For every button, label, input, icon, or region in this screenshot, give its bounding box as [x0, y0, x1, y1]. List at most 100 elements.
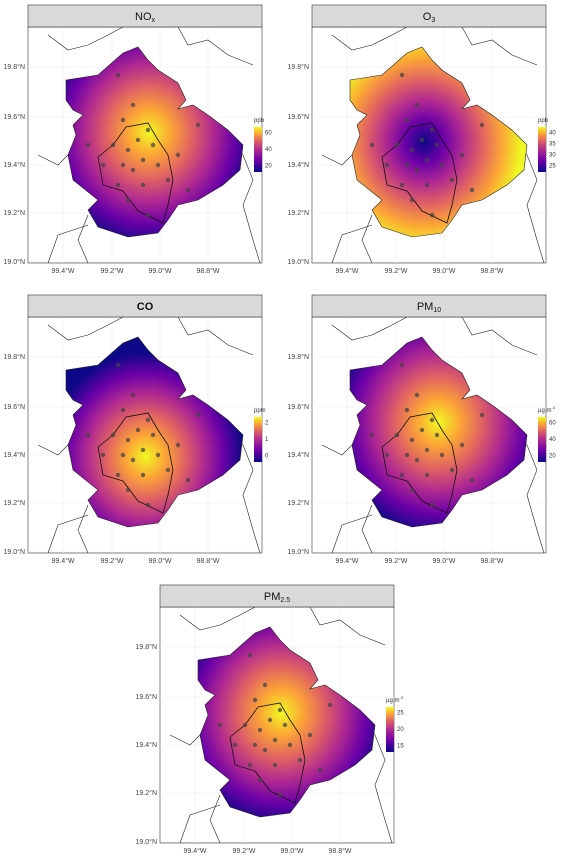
- lon-label: 99.0°W: [432, 557, 455, 565]
- station: [409, 487, 415, 493]
- lat-label: 19.0°N: [288, 258, 309, 266]
- panel-title: NOx: [135, 11, 156, 24]
- station: [317, 767, 323, 773]
- state-boundary: [331, 514, 373, 554]
- legend-tick-label: 2: [265, 421, 269, 427]
- station: [272, 737, 278, 743]
- lon-label: 99.4°W: [183, 847, 206, 855]
- station: [267, 717, 273, 723]
- title-text: NO: [135, 11, 152, 23]
- metro-area: [349, 336, 528, 528]
- station: [145, 127, 151, 133]
- station: [85, 432, 91, 438]
- station: [429, 127, 435, 133]
- legend-title: µg m-3: [538, 405, 556, 414]
- state-boundary: [321, 154, 353, 166]
- state-boundary: [361, 214, 373, 264]
- legend-tick-label: 60: [265, 131, 272, 137]
- legend-title-text: ppb: [254, 118, 265, 124]
- legend-tick-label: 30: [549, 153, 556, 159]
- panel-header: [27, 294, 263, 318]
- lon-label: 98.8°W: [480, 557, 503, 565]
- lat-label: 19.4°N: [288, 161, 309, 169]
- state-boundary: [177, 316, 254, 356]
- station: [449, 467, 455, 473]
- station: [125, 437, 131, 443]
- legend-tick-label: 25: [397, 711, 404, 717]
- lat-label: 19.0°N: [288, 548, 309, 556]
- panel-title: PM2.5: [264, 591, 290, 604]
- station: [140, 157, 146, 163]
- lat-label: 19.2°N: [288, 499, 309, 507]
- station: [469, 187, 475, 193]
- station: [262, 682, 268, 688]
- city-boundary: [97, 122, 174, 224]
- state-boundary: [47, 514, 89, 554]
- lon-label: 98.8°W: [480, 267, 503, 275]
- station: [434, 142, 440, 148]
- lat-label: 19.8°N: [288, 353, 309, 361]
- station: [85, 142, 91, 148]
- legend-title-text: ppb: [538, 118, 549, 124]
- lat-label: 19.4°N: [136, 741, 157, 749]
- station: [100, 452, 106, 458]
- city-boundary: [381, 412, 458, 514]
- lon-label: 99.4°W: [335, 267, 358, 275]
- legend-bar: [538, 417, 546, 462]
- station: [327, 702, 333, 708]
- lat-label: 19.4°N: [288, 451, 309, 459]
- station: [115, 362, 121, 368]
- station: [242, 722, 248, 728]
- state-boundary: [37, 444, 69, 456]
- state-boundary: [331, 316, 408, 341]
- station: [140, 472, 146, 478]
- state-boundary: [179, 804, 221, 844]
- station: [232, 742, 238, 748]
- station: [404, 407, 410, 413]
- legend-tick-label: 0: [265, 454, 269, 460]
- legend-bar: [386, 707, 394, 752]
- station: [185, 477, 191, 483]
- station: [175, 442, 181, 448]
- lat-label: 19.6°N: [288, 113, 309, 121]
- state-boundary: [77, 214, 89, 264]
- lat-label: 19.6°N: [4, 113, 25, 121]
- station: [469, 477, 475, 483]
- station: [479, 122, 485, 128]
- station: [414, 167, 420, 173]
- station: [282, 722, 288, 728]
- legend-title-text: µg m: [538, 408, 551, 414]
- station: [130, 392, 136, 398]
- station: [459, 152, 465, 158]
- title-text: CO: [137, 301, 154, 313]
- lon-label: 99.0°W: [148, 557, 171, 565]
- station: [120, 117, 126, 123]
- legend-title-text: µg m: [386, 698, 399, 704]
- legend-title: ppb: [254, 118, 265, 124]
- station: [185, 187, 191, 193]
- map-panel: PM10 19.8°N 19.6°N 19.4°N 19.2°N 19.0°N 99.4°W…: [288, 294, 556, 565]
- station: [409, 437, 415, 443]
- station: [439, 452, 445, 458]
- state-boundary: [361, 504, 373, 554]
- station: [394, 432, 400, 438]
- lon-label: 99.4°W: [51, 557, 74, 565]
- lon-label: 99.0°W: [148, 267, 171, 275]
- legend-tick-label: 20: [549, 454, 556, 460]
- lon-label: 98.8°W: [196, 267, 219, 275]
- legend-title: ppb: [538, 118, 549, 124]
- station: [140, 447, 146, 453]
- lat-label: 19.0°N: [4, 548, 25, 556]
- lat-label: 19.2°N: [136, 789, 157, 797]
- station: [262, 747, 268, 753]
- state-boundary: [177, 26, 254, 66]
- station: [110, 432, 116, 438]
- panel-header: [27, 4, 263, 28]
- legend-tick-label: 25: [549, 164, 556, 170]
- station: [429, 417, 435, 423]
- station: [135, 427, 141, 433]
- lat-label: 19.2°N: [4, 499, 25, 507]
- title-subscript: 10: [433, 307, 441, 314]
- legend-title-text: ppm: [254, 408, 266, 414]
